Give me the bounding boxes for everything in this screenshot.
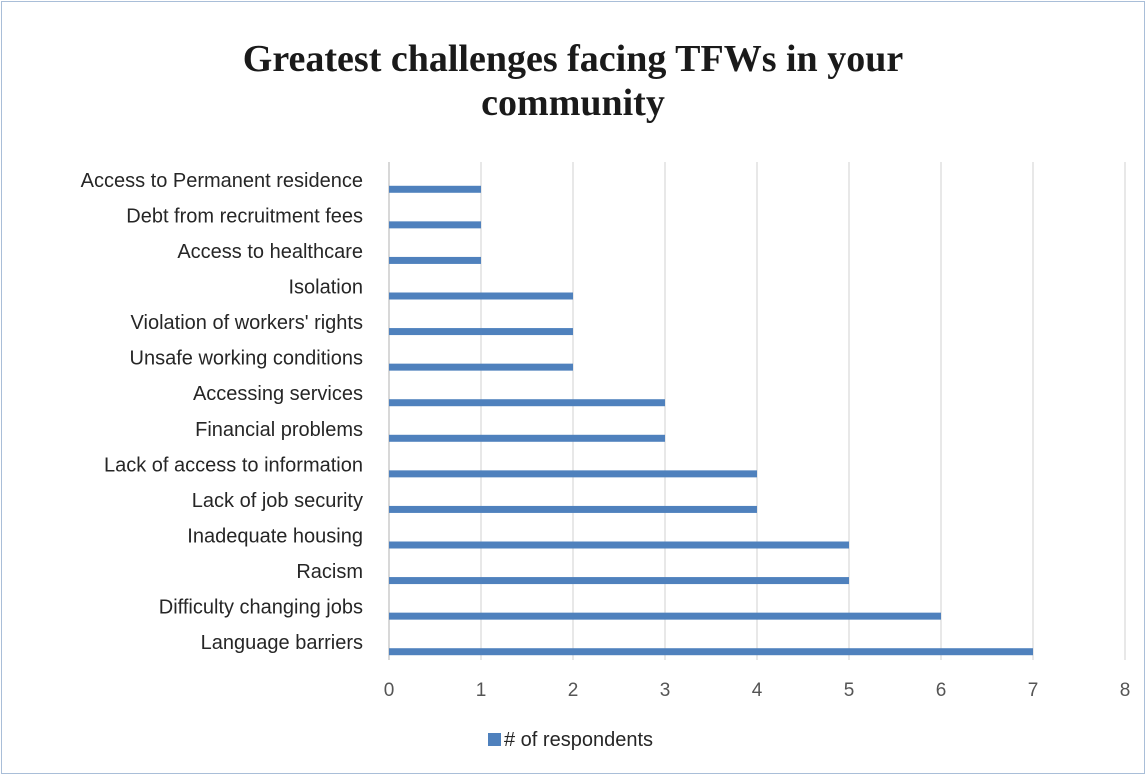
bar [389, 612, 941, 620]
bar [389, 434, 665, 442]
chart-title-line-1: Greatest challenges facing TFWs in your [243, 38, 904, 80]
category-labels: Language barriers Difficulty changing job… [81, 170, 363, 654]
bar [389, 256, 481, 264]
legend-swatch [488, 733, 501, 746]
x-tick-label: 5 [844, 680, 855, 701]
bar [389, 328, 573, 336]
bar [389, 577, 849, 585]
category-label: Lack of access to information [104, 454, 363, 476]
category-label: Language barriers [201, 632, 363, 654]
category-label: Accessing services [193, 383, 363, 405]
category-label: Isolation [289, 277, 364, 299]
legend-label: # of respondents [504, 729, 653, 751]
bars [389, 185, 1033, 656]
bar [389, 399, 665, 407]
x-tick-label: 1 [476, 680, 487, 701]
x-tick-label: 8 [1120, 680, 1131, 701]
category-label: Difficulty changing jobs [159, 597, 363, 619]
category-label: Lack of job security [192, 490, 363, 512]
bar [389, 470, 757, 478]
category-label: Violation of workers' rights [131, 312, 363, 334]
x-tick-label: 3 [660, 680, 671, 701]
x-tick-labels: 0 1 2 3 4 5 6 7 8 [384, 680, 1131, 701]
bar [389, 648, 1033, 656]
category-label: Debt from recruitment fees [126, 205, 363, 227]
x-tick-label: 4 [752, 680, 763, 701]
x-tick-label: 0 [384, 680, 395, 701]
category-label: Inadequate housing [187, 526, 363, 548]
category-label: Unsafe working conditions [130, 348, 363, 370]
category-label: Racism [296, 561, 363, 583]
bar [389, 185, 481, 193]
legend: # of respondents [488, 729, 653, 751]
chart-title: Greatest challenges facing TFWs in yourc… [243, 38, 904, 124]
category-label: Financial problems [195, 419, 363, 441]
bar [389, 541, 849, 549]
x-tick-label: 7 [1028, 680, 1039, 701]
category-label: Access to healthcare [177, 241, 363, 263]
x-tick-label: 2 [568, 680, 579, 701]
bar [389, 505, 757, 513]
grid-lines [388, 162, 1126, 660]
bar [389, 292, 573, 300]
x-tick-label: 6 [936, 680, 947, 701]
bar [389, 363, 573, 371]
bar [389, 221, 481, 229]
chart-title-line-2: community [481, 82, 665, 124]
category-label: Access to Permanent residence [81, 170, 363, 192]
